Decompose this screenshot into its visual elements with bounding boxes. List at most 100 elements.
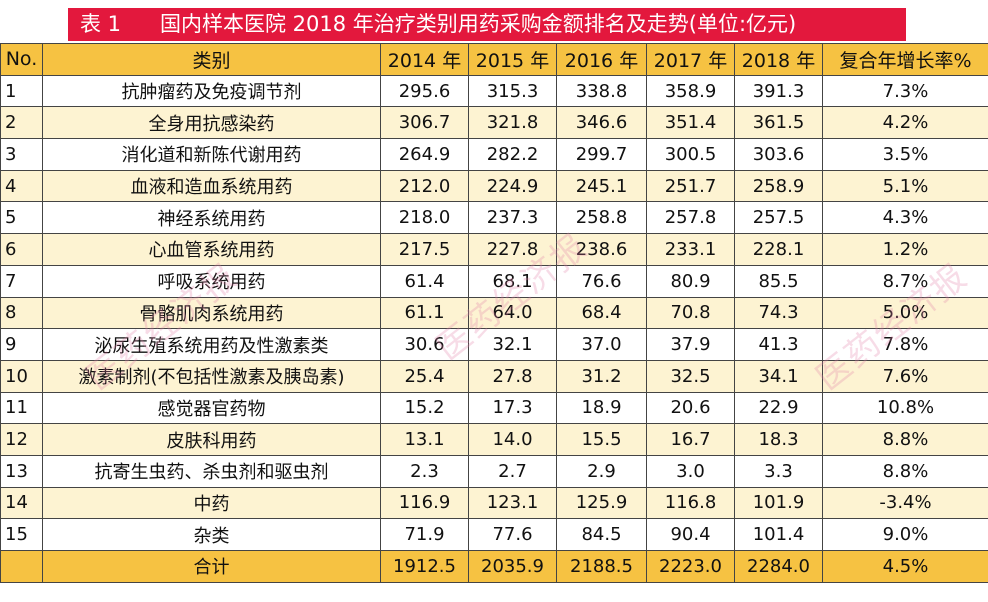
cell-category: 消化道和新陈代谢用药 [42, 138, 381, 171]
procurement-table: No. 类别 2014 年 2015 年 2016 年 2017 年 2018 … [0, 43, 988, 583]
cell-2014: 295.6 [380, 74, 469, 108]
cell-2015: 282.2 [468, 138, 557, 171]
cell-2014: 116.9 [380, 486, 469, 520]
cell-2015: 64.0 [468, 296, 557, 330]
cell-cagr: 7.6% [822, 359, 988, 393]
cell-2015: 237.3 [468, 201, 557, 235]
cell-2018: 74.3 [734, 296, 823, 330]
cell-category: 骨骼肌肉系统用药 [42, 296, 381, 330]
cell-cagr: 7.3% [822, 74, 988, 108]
cell-2014: 25.4 [380, 359, 469, 393]
cell-no: 14 [0, 486, 43, 520]
cell-2014: 217.5 [380, 233, 469, 266]
cell-2015: 68.1 [468, 264, 557, 298]
table-row: 15 杂类 71.9 77.6 84.5 90.4 101.4 9.0% [0, 518, 988, 551]
cell-2015: 14.0 [468, 423, 557, 456]
cell-2018: 101.9 [734, 486, 823, 520]
cell-2018: 258.9 [734, 169, 823, 203]
cell-category: 泌尿生殖系统用药及性激素类 [42, 328, 381, 361]
cell-2017: 3.0 [646, 454, 735, 488]
table-row: 7 呼吸系统用药 61.4 68.1 76.6 80.9 85.5 8.7% [0, 264, 988, 298]
cell-category: 抗寄生虫药、杀虫剂和驱虫剂 [42, 454, 381, 488]
cell-category: 感觉器官药物 [42, 391, 381, 425]
cell-2016: 125.9 [556, 486, 647, 520]
cell-2015: 227.8 [468, 233, 557, 266]
cell-2018: 228.1 [734, 233, 823, 266]
cell-2014: 71.9 [380, 518, 469, 551]
cell-category: 皮肤科用药 [42, 423, 381, 456]
col-header-no: No. [0, 43, 43, 76]
table-row: 3 消化道和新陈代谢用药 264.9 282.2 299.7 300.5 303.6 3.5% [0, 138, 988, 171]
col-header-2015: 2015 年 [468, 43, 557, 76]
cell-cagr: 7.8% [822, 328, 988, 361]
cell-2015: 315.3 [468, 74, 557, 108]
cell-cagr: 10.8% [822, 391, 988, 425]
cell-no: 15 [0, 518, 43, 551]
cell-category: 心血管系统用药 [42, 233, 381, 266]
cell-no: 8 [0, 296, 43, 330]
cell-2017: 300.5 [646, 138, 735, 171]
cell-2017: 351.4 [646, 106, 735, 140]
cell-2018: 391.3 [734, 74, 823, 108]
table-row: 4 血液和造血系统用药 212.0 224.9 245.1 251.7 258.9 5.1% [0, 169, 988, 203]
cell-category: 抗肿瘤药及免疫调节剂 [42, 74, 381, 108]
cell-2017: 32.5 [646, 359, 735, 393]
cell-2017: 251.7 [646, 169, 735, 203]
cell-2018: 303.6 [734, 138, 823, 171]
cell-no: 4 [0, 169, 43, 203]
cell-category: 激素制剂(不包括性激素及胰岛素) [42, 359, 381, 393]
table-row: 6 心血管系统用药 217.5 227.8 238.6 233.1 228.1 1.2% [0, 233, 988, 266]
cell-no: 6 [0, 233, 43, 266]
cell-2014: 61.4 [380, 264, 469, 298]
cell-no: 5 [0, 201, 43, 235]
cell-2018: 18.3 [734, 423, 823, 456]
cell-2014: 61.1 [380, 296, 469, 330]
cell-2016: 245.1 [556, 169, 647, 203]
cell-2018: 41.3 [734, 328, 823, 361]
cell-cagr: 5.0% [822, 296, 988, 330]
cell-2016: 18.9 [556, 391, 647, 425]
cell-2015: 2.7 [468, 454, 557, 488]
cell-2017: 80.9 [646, 264, 735, 298]
cell-no: 13 [0, 454, 43, 488]
cell-2017: 90.4 [646, 518, 735, 551]
cell-2016: 258.8 [556, 201, 647, 235]
table-row: 11 感觉器官药物 15.2 17.3 18.9 20.6 22.9 10.8% [0, 391, 988, 425]
cell-cagr: -3.4% [822, 486, 988, 520]
cell-2015: 27.8 [468, 359, 557, 393]
cell-category: 全身用抗感染药 [42, 106, 381, 140]
table-row: 9 泌尿生殖系统用药及性激素类 30.6 32.1 37.0 37.9 41.3 7.8% [0, 328, 988, 361]
cell-no: 11 [0, 391, 43, 425]
table-row: 12 皮肤科用药 13.1 14.0 15.5 16.7 18.3 8.8% [0, 423, 988, 456]
cell-cagr: 4.3% [822, 201, 988, 235]
cell-no: 7 [0, 264, 43, 298]
cell-2014: 1912.5 [380, 550, 469, 583]
header-row: No. 类别 2014 年 2015 年 2016 年 2017 年 2018 … [0, 43, 988, 76]
cell-cagr: 1.2% [822, 233, 988, 266]
cell-2016: 2.9 [556, 454, 647, 488]
cell-2017: 116.8 [646, 486, 735, 520]
cell-2017: 257.8 [646, 201, 735, 235]
cell-category: 杂类 [42, 518, 381, 551]
cell-no: 12 [0, 423, 43, 456]
cell-2016: 338.8 [556, 74, 647, 108]
cell-2018: 101.4 [734, 518, 823, 551]
table-row: 10 激素制剂(不包括性激素及胰岛素) 25.4 27.8 31.2 32.5 34.1 7.… [0, 359, 988, 393]
cell-2016: 238.6 [556, 233, 647, 266]
cell-2017: 2223.0 [646, 550, 735, 583]
table-row: 5 神经系统用药 218.0 237.3 258.8 257.8 257.5 4.3% [0, 201, 988, 235]
cell-2015: 17.3 [468, 391, 557, 425]
cell-category: 呼吸系统用药 [42, 264, 381, 298]
table-row: 1 抗肿瘤药及免疫调节剂 295.6 315.3 338.8 358.9 391.3 7.3% [0, 74, 988, 108]
table-caption: 国内样本医院 2018 年治疗类别用药采购金额排名及走势(单位:亿元) [160, 12, 797, 36]
cell-cagr: 8.7% [822, 264, 988, 298]
col-header-2016: 2016 年 [556, 43, 647, 76]
cell-2016: 37.0 [556, 328, 647, 361]
col-header-2018: 2018 年 [734, 43, 823, 76]
cell-no: 3 [0, 138, 43, 171]
cell-category: 合计 [42, 550, 381, 583]
cell-2014: 30.6 [380, 328, 469, 361]
cell-cagr: 3.5% [822, 138, 988, 171]
cell-2014: 212.0 [380, 169, 469, 203]
cell-2016: 68.4 [556, 296, 647, 330]
